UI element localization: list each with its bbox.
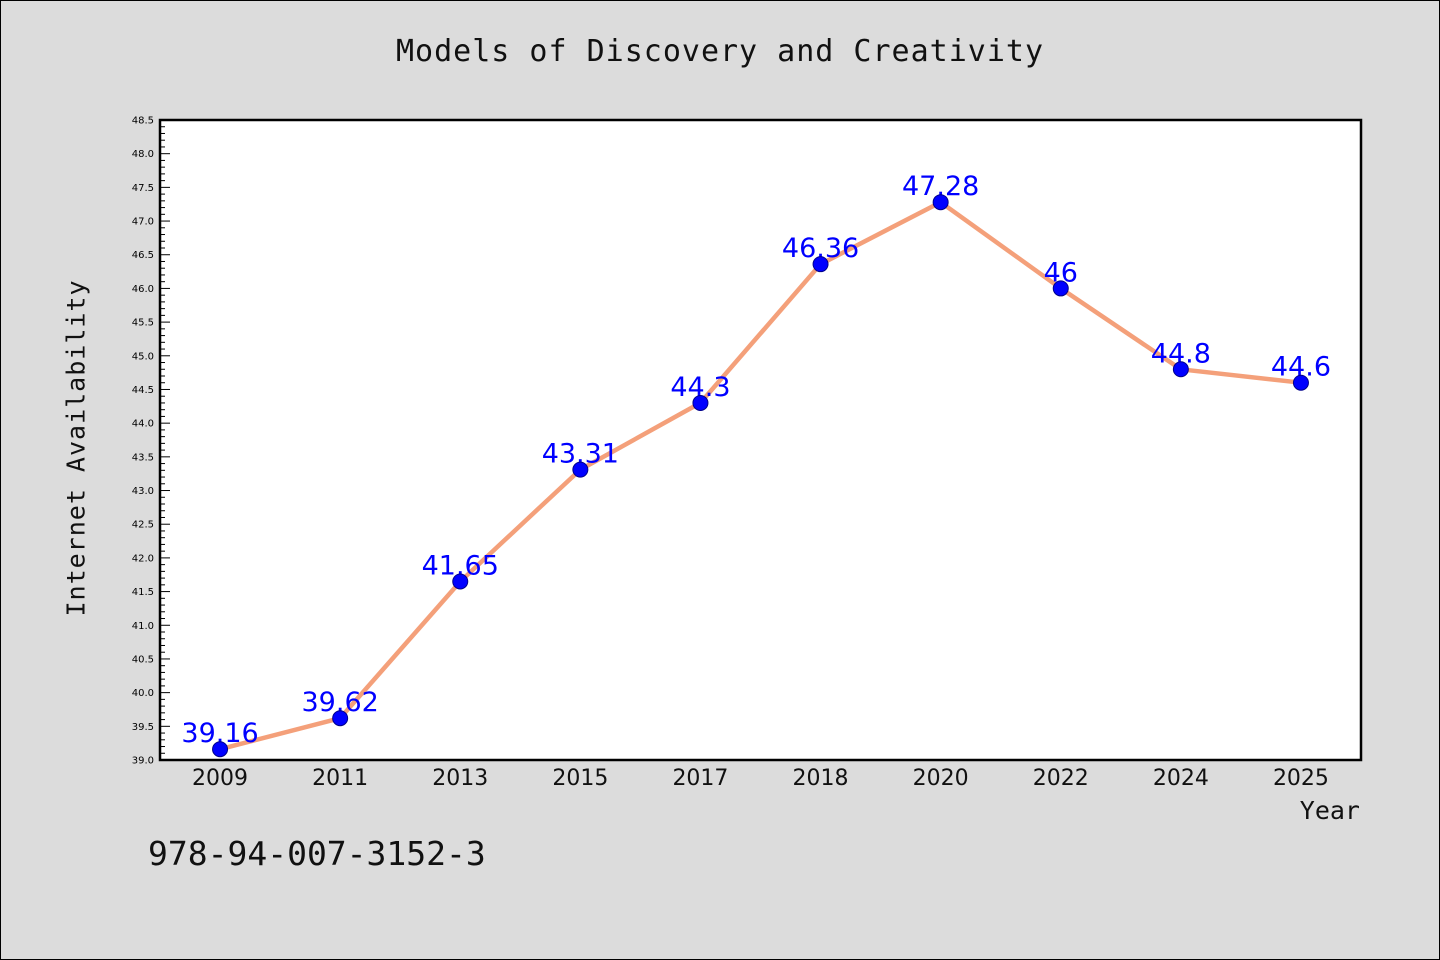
x-tick-label: 2022 bbox=[1033, 766, 1089, 791]
y-tick-label: 39.0 bbox=[132, 756, 154, 767]
x-axis-label: Year bbox=[1299, 796, 1360, 825]
y-tick-label: 44.0 bbox=[132, 419, 154, 430]
y-tick-label: 41.5 bbox=[132, 587, 154, 598]
plot-area bbox=[160, 120, 1361, 760]
chart-title: Models of Discovery and Creativity bbox=[395, 34, 1045, 69]
x-tick-label: 2020 bbox=[913, 766, 969, 791]
isbn-text: 978-94-007-3152-3 bbox=[148, 834, 486, 873]
data-point bbox=[812, 256, 829, 273]
data-point bbox=[932, 194, 949, 211]
x-tick-label: 2011 bbox=[312, 766, 368, 791]
x-tick-label: 2009 bbox=[192, 766, 248, 791]
y-tick-label: 42.0 bbox=[132, 553, 154, 564]
y-tick-label: 47.5 bbox=[132, 183, 154, 194]
y-tick-label: 46.5 bbox=[132, 250, 154, 261]
y-tick-label: 40.0 bbox=[132, 688, 154, 699]
data-point bbox=[452, 573, 469, 590]
data-point bbox=[692, 394, 709, 411]
data-point bbox=[332, 710, 349, 727]
x-tick-label: 2025 bbox=[1273, 766, 1329, 791]
y-tick-label: 48.5 bbox=[132, 116, 154, 127]
y-tick-label: 43.5 bbox=[132, 452, 154, 463]
x-tick-label: 2013 bbox=[432, 766, 488, 791]
series-line bbox=[217, 199, 1304, 752]
y-tick-label: 44.5 bbox=[132, 385, 154, 396]
data-point bbox=[1052, 280, 1069, 297]
y-tick-label: 40.5 bbox=[132, 654, 154, 665]
x-tick-label: 2024 bbox=[1153, 766, 1209, 791]
data-point bbox=[1292, 374, 1309, 391]
data-point bbox=[572, 461, 589, 478]
y-tick-label: 43.0 bbox=[132, 486, 154, 497]
y-tick-label: 45.5 bbox=[132, 318, 154, 329]
data-point bbox=[212, 741, 229, 758]
y-tick-label: 45.0 bbox=[132, 351, 154, 362]
y-tick-label: 46.0 bbox=[132, 284, 154, 295]
y-tick-label: 41.0 bbox=[132, 621, 154, 632]
x-tick-label: 2015 bbox=[552, 766, 608, 791]
y-tick-label: 39.5 bbox=[132, 722, 154, 733]
y-tick-label: 47.0 bbox=[132, 217, 154, 228]
y-tick-label: 48.0 bbox=[132, 149, 154, 160]
x-tick-label: 2017 bbox=[672, 766, 728, 791]
plot-border bbox=[158, 118, 1363, 762]
data-point bbox=[1172, 361, 1189, 378]
x-tick-label: 2018 bbox=[793, 766, 849, 791]
y-tick-label: 42.5 bbox=[132, 520, 154, 531]
